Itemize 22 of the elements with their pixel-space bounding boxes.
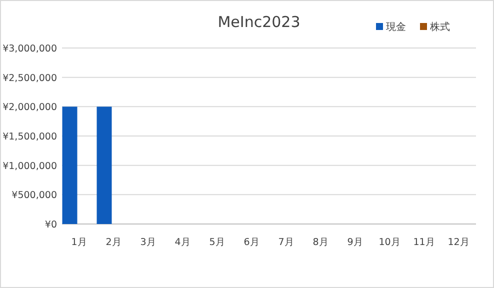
x-tick-label: 7月 xyxy=(278,237,294,248)
x-tick-label: 10月 xyxy=(378,237,401,248)
x-tick-label: 2月 xyxy=(106,237,122,248)
x-tick-label: 9月 xyxy=(347,237,364,248)
x-tick-label: 3月 xyxy=(140,237,156,248)
y-tick-label: ¥500,000 xyxy=(12,190,57,202)
chart-title: MeInc2023 xyxy=(218,13,300,31)
x-tick-label: 11月 xyxy=(413,237,436,248)
x-tick-label: 1月 xyxy=(71,237,88,248)
y-tick-label: ¥1,000,000 xyxy=(2,160,57,172)
y-tick-label: ¥1,500,000 xyxy=(2,132,57,142)
legend-label: 株式 xyxy=(429,21,450,33)
legend-label: 現金 xyxy=(386,21,406,33)
y-tick-label: ¥2,500,000 xyxy=(2,72,57,84)
x-tick-label: 5月 xyxy=(209,237,226,248)
x-tick-label: 6月 xyxy=(244,237,260,248)
x-tick-label: 12月 xyxy=(448,237,470,248)
x-tick-label: 4月 xyxy=(174,237,191,248)
y-tick-label: ¥3,000,000 xyxy=(2,44,57,54)
x-tick-label: 8月 xyxy=(312,237,329,248)
y-tick-label: ¥2,000,000 xyxy=(2,102,57,114)
y-tick-label: ¥0 xyxy=(44,220,57,230)
